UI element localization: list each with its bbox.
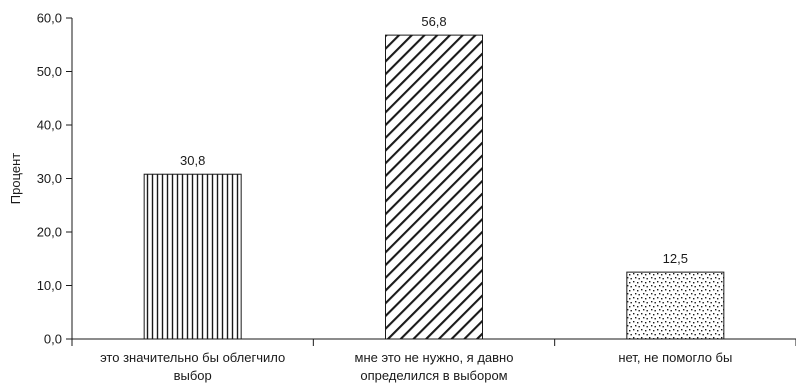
labels: 30,8 это значительно бы облегчило выбор 56,… (100, 14, 732, 383)
data-label: 12,5 (663, 251, 688, 266)
category-label: нет, не помогло бы (618, 350, 732, 365)
y-axis-title: Процент (8, 153, 23, 205)
category-label: определился в выбором (360, 368, 507, 383)
y-tick-label: 20,0 (37, 225, 62, 240)
y-tick-label: 10,0 (37, 278, 62, 293)
bar (626, 271, 725, 340)
category-label: выбор (174, 368, 212, 383)
bar (385, 34, 483, 340)
y-tick-label: 30,0 (37, 171, 62, 186)
category-label: мне это не нужно, я давно (355, 350, 514, 365)
bar (143, 173, 242, 340)
category-label: это значительно бы облегчило (100, 350, 285, 365)
data-label: 56,8 (421, 14, 446, 29)
y-tick-label: 40,0 (37, 118, 62, 133)
y-tick-label: 0,0 (44, 332, 62, 347)
data-label: 30,8 (180, 153, 205, 168)
bars (143, 34, 725, 340)
y-tick-label: 60,0 (37, 11, 62, 26)
y-tick-label: 50,0 (37, 64, 62, 79)
